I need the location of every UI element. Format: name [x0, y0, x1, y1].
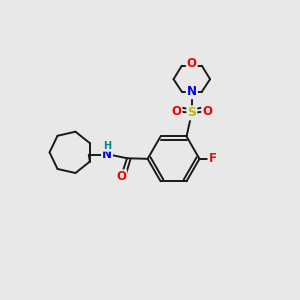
Text: S: S	[187, 106, 196, 119]
Text: O: O	[172, 105, 182, 118]
Text: H: H	[103, 141, 112, 151]
Text: N: N	[187, 85, 197, 98]
Text: N: N	[102, 148, 112, 161]
Text: O: O	[187, 58, 197, 70]
Text: O: O	[116, 170, 126, 183]
Text: F: F	[208, 152, 216, 165]
Text: O: O	[202, 105, 212, 118]
Text: N: N	[187, 85, 197, 98]
